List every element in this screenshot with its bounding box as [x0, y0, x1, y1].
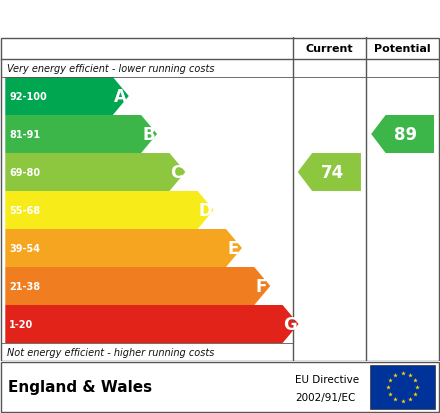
Text: E: E — [227, 240, 238, 257]
Text: Not energy efficient - higher running costs: Not energy efficient - higher running co… — [7, 347, 215, 357]
Text: 1-20: 1-20 — [9, 319, 33, 329]
Text: 74: 74 — [321, 164, 344, 182]
Text: 2002/91/EC: 2002/91/EC — [295, 392, 356, 402]
Polygon shape — [5, 116, 157, 154]
Text: Very energy efficient - lower running costs: Very energy efficient - lower running co… — [7, 64, 215, 74]
Text: F: F — [255, 277, 267, 295]
Text: England & Wales: England & Wales — [8, 380, 152, 394]
Text: Potential: Potential — [374, 44, 431, 54]
Polygon shape — [5, 192, 214, 230]
Text: 89: 89 — [394, 126, 417, 144]
Polygon shape — [5, 230, 242, 267]
Text: 55-68: 55-68 — [9, 206, 40, 216]
Text: 81-91: 81-91 — [9, 130, 40, 140]
Text: G: G — [284, 315, 297, 333]
Text: 39-54: 39-54 — [9, 243, 40, 254]
Bar — [370, 365, 435, 409]
Text: Current: Current — [305, 44, 353, 54]
Polygon shape — [5, 154, 185, 192]
Text: B: B — [142, 126, 155, 144]
Polygon shape — [5, 305, 299, 343]
Text: EU Directive: EU Directive — [295, 374, 359, 384]
Polygon shape — [298, 154, 361, 192]
Text: Energy Efficiency Rating: Energy Efficiency Rating — [11, 9, 290, 28]
Text: 21-38: 21-38 — [9, 281, 40, 291]
Text: C: C — [170, 164, 183, 182]
Polygon shape — [5, 78, 129, 116]
Polygon shape — [5, 267, 270, 305]
Text: D: D — [199, 202, 213, 219]
Text: 69-80: 69-80 — [9, 168, 40, 178]
Text: 92-100: 92-100 — [9, 92, 47, 102]
Polygon shape — [371, 116, 434, 154]
Text: A: A — [114, 88, 127, 106]
